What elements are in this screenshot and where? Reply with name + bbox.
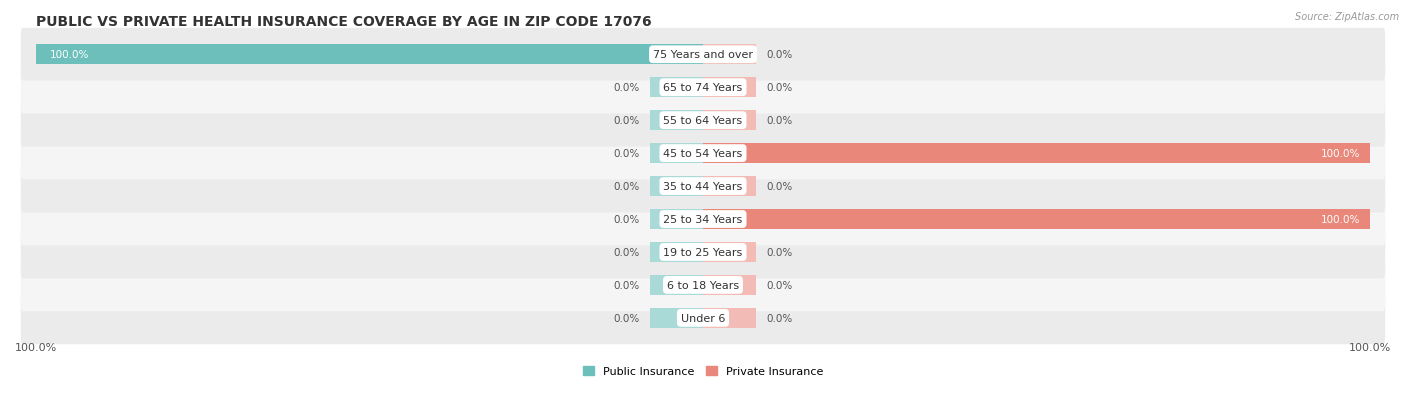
Bar: [37, 45, 703, 65]
Bar: [703, 275, 756, 295]
Legend: Public Insurance, Private Insurance: Public Insurance, Private Insurance: [581, 364, 825, 378]
Text: 0.0%: 0.0%: [613, 149, 640, 159]
Bar: [703, 176, 756, 197]
FancyBboxPatch shape: [21, 62, 1385, 114]
Text: 100.0%: 100.0%: [49, 50, 89, 60]
Text: 55 to 64 Years: 55 to 64 Years: [664, 116, 742, 126]
Bar: [650, 111, 703, 131]
Text: 0.0%: 0.0%: [613, 182, 640, 192]
Text: 45 to 54 Years: 45 to 54 Years: [664, 149, 742, 159]
Bar: [703, 144, 1369, 164]
Text: 19 to 25 Years: 19 to 25 Years: [664, 247, 742, 257]
Bar: [650, 144, 703, 164]
Bar: [650, 176, 703, 197]
Text: 35 to 44 Years: 35 to 44 Years: [664, 182, 742, 192]
Bar: [650, 275, 703, 295]
Bar: [703, 111, 756, 131]
Bar: [703, 242, 756, 263]
Text: Under 6: Under 6: [681, 313, 725, 323]
FancyBboxPatch shape: [21, 29, 1385, 81]
Text: 25 to 34 Years: 25 to 34 Years: [664, 214, 742, 224]
Text: Source: ZipAtlas.com: Source: ZipAtlas.com: [1295, 12, 1399, 22]
Text: 0.0%: 0.0%: [766, 247, 793, 257]
Text: 65 to 74 Years: 65 to 74 Years: [664, 83, 742, 93]
Text: 6 to 18 Years: 6 to 18 Years: [666, 280, 740, 290]
Text: 0.0%: 0.0%: [613, 313, 640, 323]
Text: 0.0%: 0.0%: [613, 116, 640, 126]
Text: 0.0%: 0.0%: [613, 83, 640, 93]
Text: 0.0%: 0.0%: [766, 116, 793, 126]
Bar: [703, 45, 756, 65]
FancyBboxPatch shape: [21, 160, 1385, 213]
FancyBboxPatch shape: [21, 128, 1385, 180]
Bar: [650, 242, 703, 263]
Text: 75 Years and over: 75 Years and over: [652, 50, 754, 60]
Text: 0.0%: 0.0%: [613, 280, 640, 290]
Bar: [650, 308, 703, 328]
FancyBboxPatch shape: [21, 95, 1385, 147]
Text: 0.0%: 0.0%: [766, 50, 793, 60]
Bar: [703, 78, 756, 98]
FancyBboxPatch shape: [21, 226, 1385, 279]
Bar: [703, 308, 756, 328]
Text: 0.0%: 0.0%: [766, 313, 793, 323]
Text: 0.0%: 0.0%: [766, 83, 793, 93]
Text: 0.0%: 0.0%: [766, 280, 793, 290]
Bar: [650, 78, 703, 98]
Bar: [650, 209, 703, 230]
Text: PUBLIC VS PRIVATE HEALTH INSURANCE COVERAGE BY AGE IN ZIP CODE 17076: PUBLIC VS PRIVATE HEALTH INSURANCE COVER…: [37, 15, 652, 29]
Text: 100.0%: 100.0%: [1320, 214, 1360, 224]
FancyBboxPatch shape: [21, 292, 1385, 344]
Text: 100.0%: 100.0%: [1320, 149, 1360, 159]
Text: 0.0%: 0.0%: [613, 214, 640, 224]
Text: 0.0%: 0.0%: [613, 247, 640, 257]
FancyBboxPatch shape: [21, 259, 1385, 311]
Text: 0.0%: 0.0%: [766, 182, 793, 192]
FancyBboxPatch shape: [21, 193, 1385, 246]
Bar: [703, 209, 1369, 230]
